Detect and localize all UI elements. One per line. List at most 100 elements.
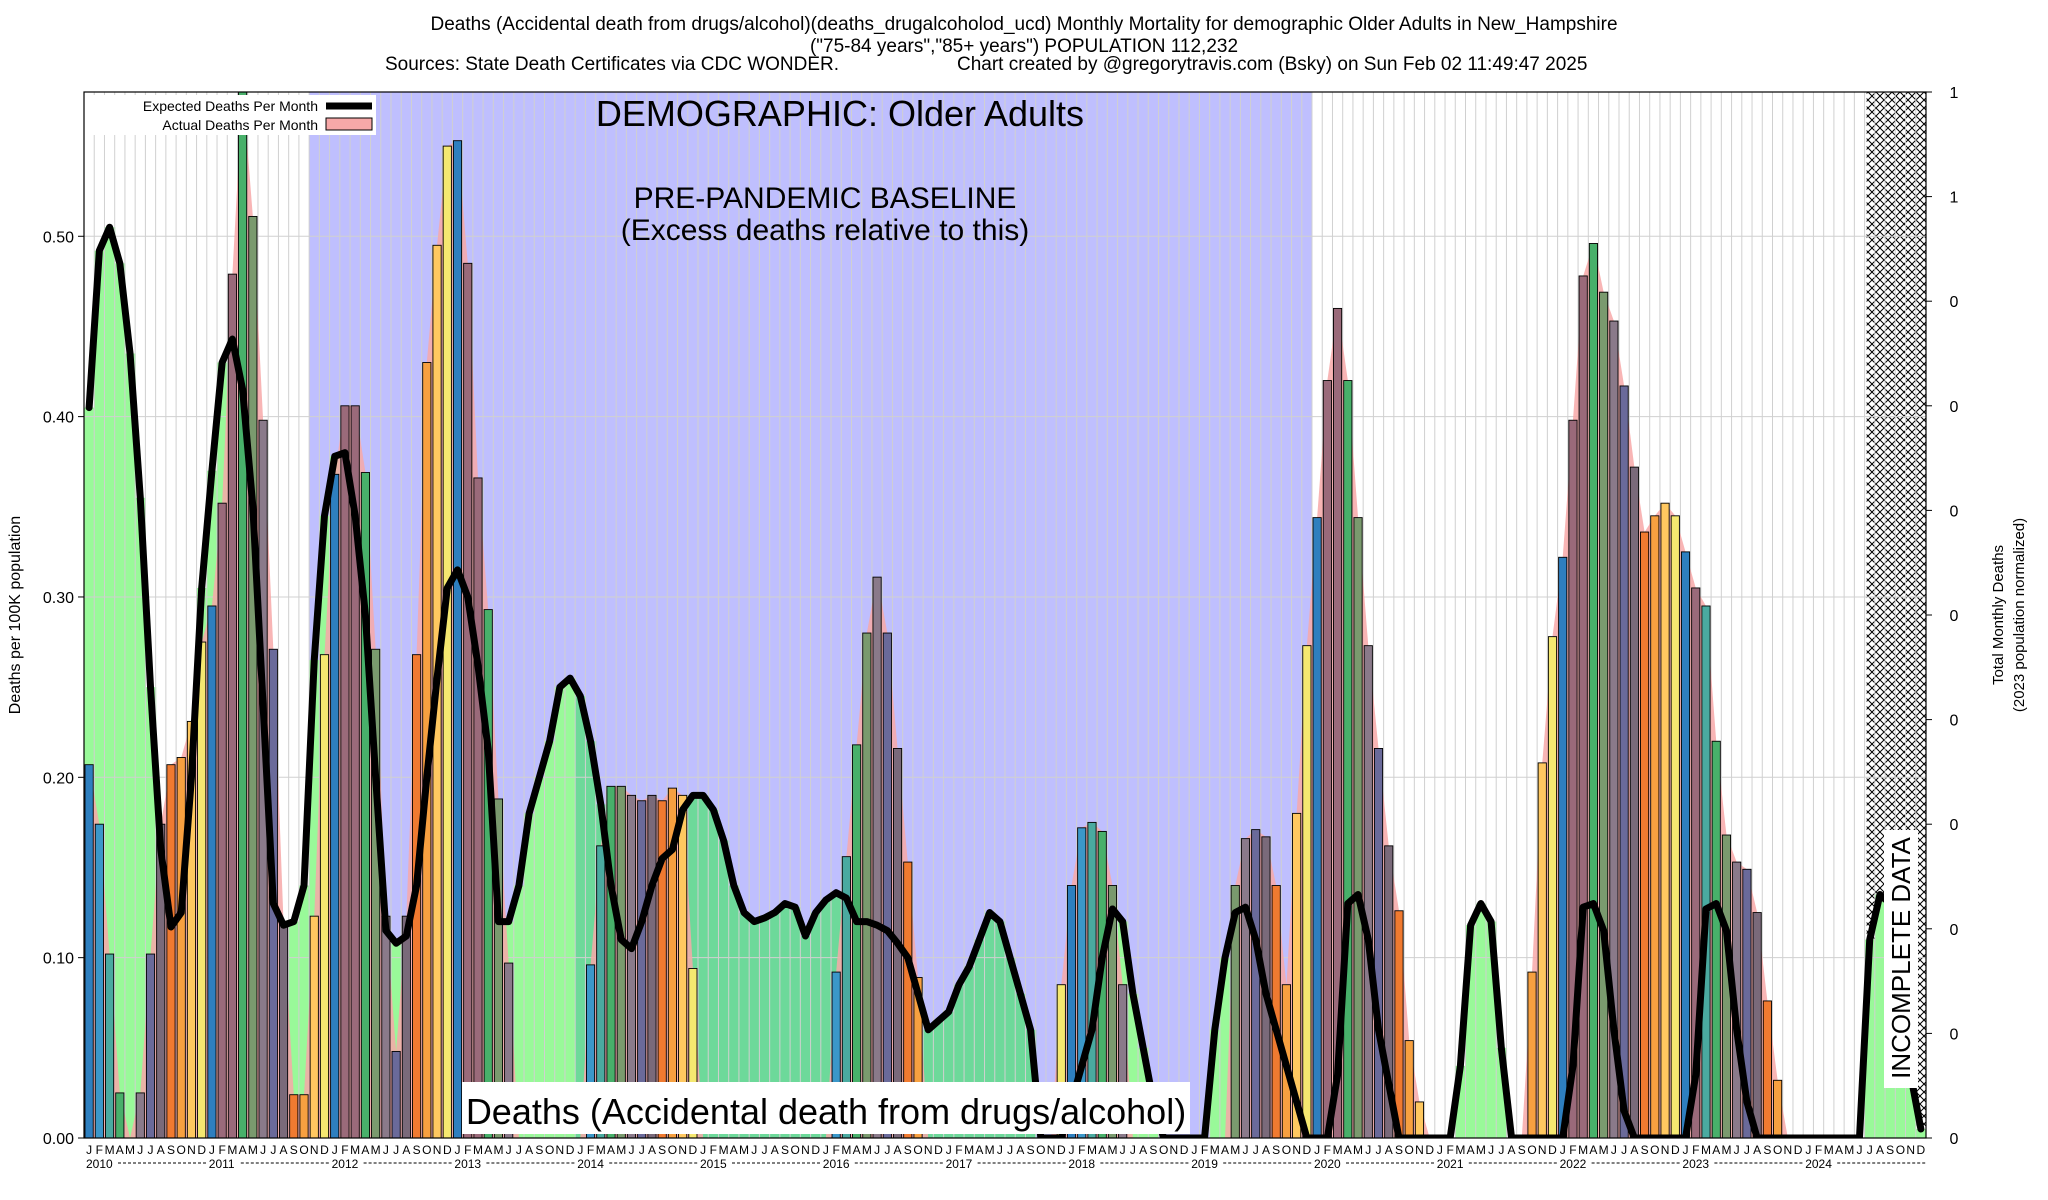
excess-fill: [953, 984, 965, 1138]
actual-deaths-bar: [1077, 827, 1087, 1138]
x-month-label: J: [628, 1143, 634, 1157]
x-month-label: O: [1896, 1143, 1905, 1157]
actual-deaths-bar: [207, 605, 217, 1138]
actual-deaths-bar: [401, 915, 411, 1138]
x-month-label: A: [1385, 1143, 1393, 1157]
x-month-label: D: [1057, 1143, 1066, 1157]
x-year-label: 2024: [1805, 1157, 1832, 1171]
actual-deaths-bar: [1384, 845, 1394, 1138]
x-month-label: M: [616, 1143, 626, 1157]
x-year-label: 2016: [823, 1157, 850, 1171]
x-month-label: N: [1415, 1143, 1424, 1157]
actual-deaths-bar: [626, 794, 637, 1138]
y2-tick-label: 0: [1950, 399, 1959, 416]
excess-fill: [1117, 921, 1129, 985]
excess-fill: [718, 840, 730, 1138]
x-month-label: D: [1917, 1143, 1926, 1157]
actual-deaths-bar: [678, 794, 688, 1138]
x-month-label: A: [1467, 1143, 1475, 1157]
cause-label-box: [462, 1082, 1190, 1134]
x-month-label: A: [894, 1143, 902, 1157]
x-month-label: M: [105, 1143, 115, 1157]
actual-deaths-bar: [616, 785, 626, 1138]
y2-tick-label: 0: [1950, 713, 1959, 730]
x-month-label: S: [1395, 1143, 1403, 1157]
x-month-label: F: [1201, 1143, 1208, 1157]
x-month-label: S: [1763, 1143, 1771, 1157]
excess-fill: [943, 1011, 955, 1138]
actual-deaths-bar: [596, 845, 606, 1138]
actual-deaths-bar: [1056, 984, 1066, 1138]
x-month-label: M: [985, 1143, 995, 1157]
actual-deaths-bar: [1650, 515, 1660, 1138]
x-month-label: M: [125, 1143, 135, 1157]
actual-deaths-bar: [238, 92, 248, 1138]
x-month-label: M: [1476, 1143, 1486, 1157]
y-tick-label: 0.50: [43, 229, 74, 246]
actual-deaths-bar: [1353, 517, 1363, 1138]
actual-deaths-bar: [84, 764, 94, 1138]
excess-fill: [575, 696, 587, 1138]
legend-actual-label: Actual Deaths Per Month: [162, 117, 318, 133]
x-month-label: N: [433, 1143, 442, 1157]
actual-deaths-bar: [1701, 605, 1711, 1138]
x-month-label: J: [1130, 1143, 1136, 1157]
x-month-label: O: [1282, 1143, 1291, 1157]
excess-fill: [933, 1020, 945, 1138]
excess-fill: [698, 795, 709, 1138]
excess-fill: [564, 678, 576, 1138]
x-year-label: 2022: [1560, 1157, 1587, 1171]
x-month-label: N: [801, 1143, 810, 1157]
x-month-label: J: [1498, 1143, 1504, 1157]
x-year-label: 2014: [577, 1157, 604, 1171]
actual-deaths-bar: [360, 472, 370, 1138]
x-month-label: J: [1611, 1143, 1617, 1157]
y2-tick-label: 0: [1950, 503, 1959, 520]
x-month-label: J: [1744, 1143, 1750, 1157]
excess-fill: [1485, 921, 1497, 1138]
x-month-label: A: [607, 1143, 615, 1157]
x-month-label: J: [393, 1143, 399, 1157]
excess-fill: [749, 921, 760, 1138]
x-month-label: A: [239, 1143, 247, 1157]
excess-fill: [554, 687, 566, 1138]
x-month-label: J: [506, 1143, 512, 1157]
x-month-label: M: [739, 1143, 749, 1157]
x-month-label: M: [1578, 1143, 1588, 1157]
excess-fill: [974, 939, 986, 1138]
actual-deaths-bar: [340, 405, 350, 1138]
x-month-label: J: [1621, 1143, 1627, 1157]
x-month-label: J: [1314, 1143, 1320, 1157]
x-year-label: 2015: [700, 1157, 727, 1171]
actual-deaths-bar: [882, 632, 892, 1138]
x-month-label: N: [1906, 1143, 1915, 1157]
actual-deaths-bar: [1609, 320, 1619, 1138]
x-month-label: F: [710, 1143, 717, 1157]
excess-fill: [298, 885, 310, 1095]
x-month-label: A: [1876, 1143, 1884, 1157]
x-year-label: 2018: [1068, 1157, 1095, 1171]
actual-deaths-bar: [381, 915, 391, 1138]
x-month-label: S: [167, 1143, 175, 1157]
x-month-label: N: [310, 1143, 319, 1157]
x-month-label: D: [1425, 1143, 1434, 1157]
x-month-label: A: [1221, 1143, 1229, 1157]
actual-deaths-bar: [166, 764, 176, 1138]
x-month-label: M: [1844, 1143, 1854, 1157]
x-month-label: N: [924, 1143, 933, 1157]
y-tick-label: 0.30: [43, 590, 74, 607]
x-month-label: N: [556, 1143, 565, 1157]
actual-deaths-bar: [831, 971, 841, 1138]
x-month-label: A: [402, 1143, 410, 1157]
actual-deaths-bar: [1670, 515, 1680, 1138]
x-month-label: M: [493, 1143, 503, 1157]
chart-title-line2: ("75-84 years","85+ years") POPULATION 1…: [809, 36, 1239, 57]
x-month-label: D: [443, 1143, 452, 1157]
x-month-label: J: [884, 1143, 890, 1157]
y2-axis-label-line2: (2023 population normalized): [2011, 518, 2028, 712]
actual-deaths-bar: [647, 794, 657, 1138]
x-month-label: F: [587, 1143, 594, 1157]
excess-fill: [1496, 1047, 1508, 1138]
x-month-label: D: [320, 1143, 329, 1157]
x-month-label: F: [464, 1143, 471, 1157]
